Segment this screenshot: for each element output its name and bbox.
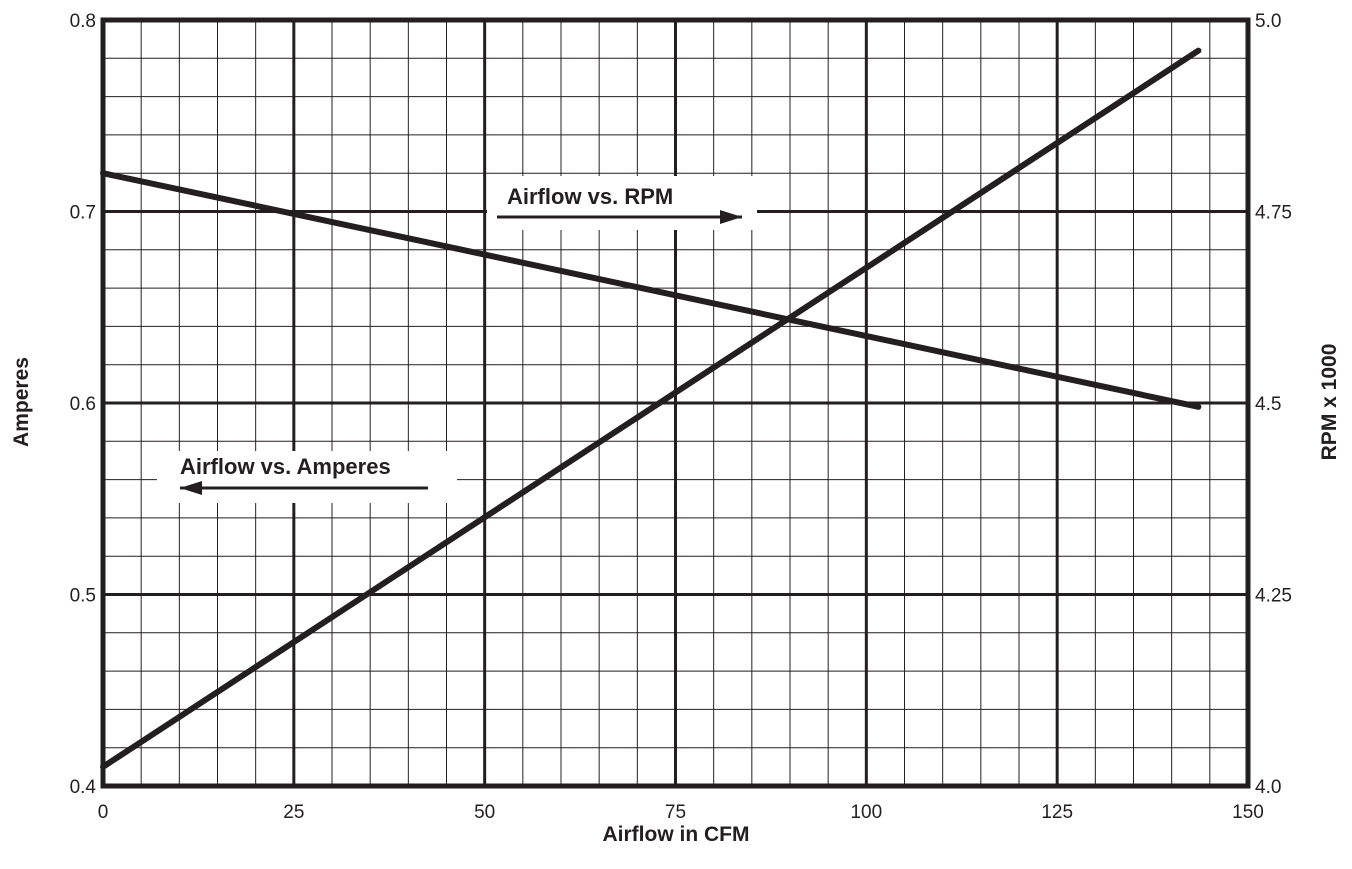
- y2-axis-title: RPM x 1000: [1318, 344, 1341, 461]
- y-tick-label: 0.5: [70, 586, 96, 607]
- x-tick-label: 25: [283, 802, 304, 823]
- x-tick-label: 150: [1232, 802, 1264, 823]
- x-tick-label: 100: [850, 802, 882, 823]
- series-line-amperes: [100, 47, 1202, 770]
- y2-tick-label: 4.0: [1255, 777, 1281, 798]
- y-tick-label: 0.7: [70, 203, 96, 224]
- x-tick-label: 0: [98, 802, 109, 823]
- annotations: Airflow vs. RPM Airflow vs. Amperes: [157, 176, 757, 503]
- annotation-arrow-head: [720, 210, 742, 224]
- y-tick-label: 0.8: [70, 11, 96, 32]
- gridlines: [101, 18, 1250, 788]
- annotation-arrow-head: [180, 481, 202, 495]
- x-tick-label: 50: [474, 802, 495, 823]
- annotation-label: Airflow vs. Amperes: [180, 454, 391, 479]
- series-lines: [100, 47, 1202, 770]
- plot-frame: [100, 17, 1251, 789]
- tick-labels: 0 25 50 75 100 125 150 0.4 0.5 0.6 0.7 0.8 4.0 4.25 4.…: [70, 11, 1292, 823]
- annotation-background: [157, 451, 457, 503]
- y2-tick-label: 4.25: [1255, 586, 1292, 607]
- annotation-background: [487, 176, 757, 230]
- y-tick-label: 0.4: [70, 777, 97, 798]
- annotation-label: Airflow vs. RPM: [507, 184, 673, 209]
- y-axis-title: Amperes: [10, 357, 33, 447]
- y2-tick-label: 4.5: [1255, 394, 1281, 415]
- y2-tick-label: 4.75: [1255, 203, 1292, 224]
- series-line-rpm: [100, 170, 1202, 410]
- x-tick-label: 75: [665, 802, 686, 823]
- y-tick-label: 0.6: [70, 394, 96, 415]
- y2-tick-label: 5.0: [1255, 11, 1281, 32]
- x-tick-label: 125: [1041, 802, 1073, 823]
- x-axis-title: Airflow in CFM: [603, 823, 750, 846]
